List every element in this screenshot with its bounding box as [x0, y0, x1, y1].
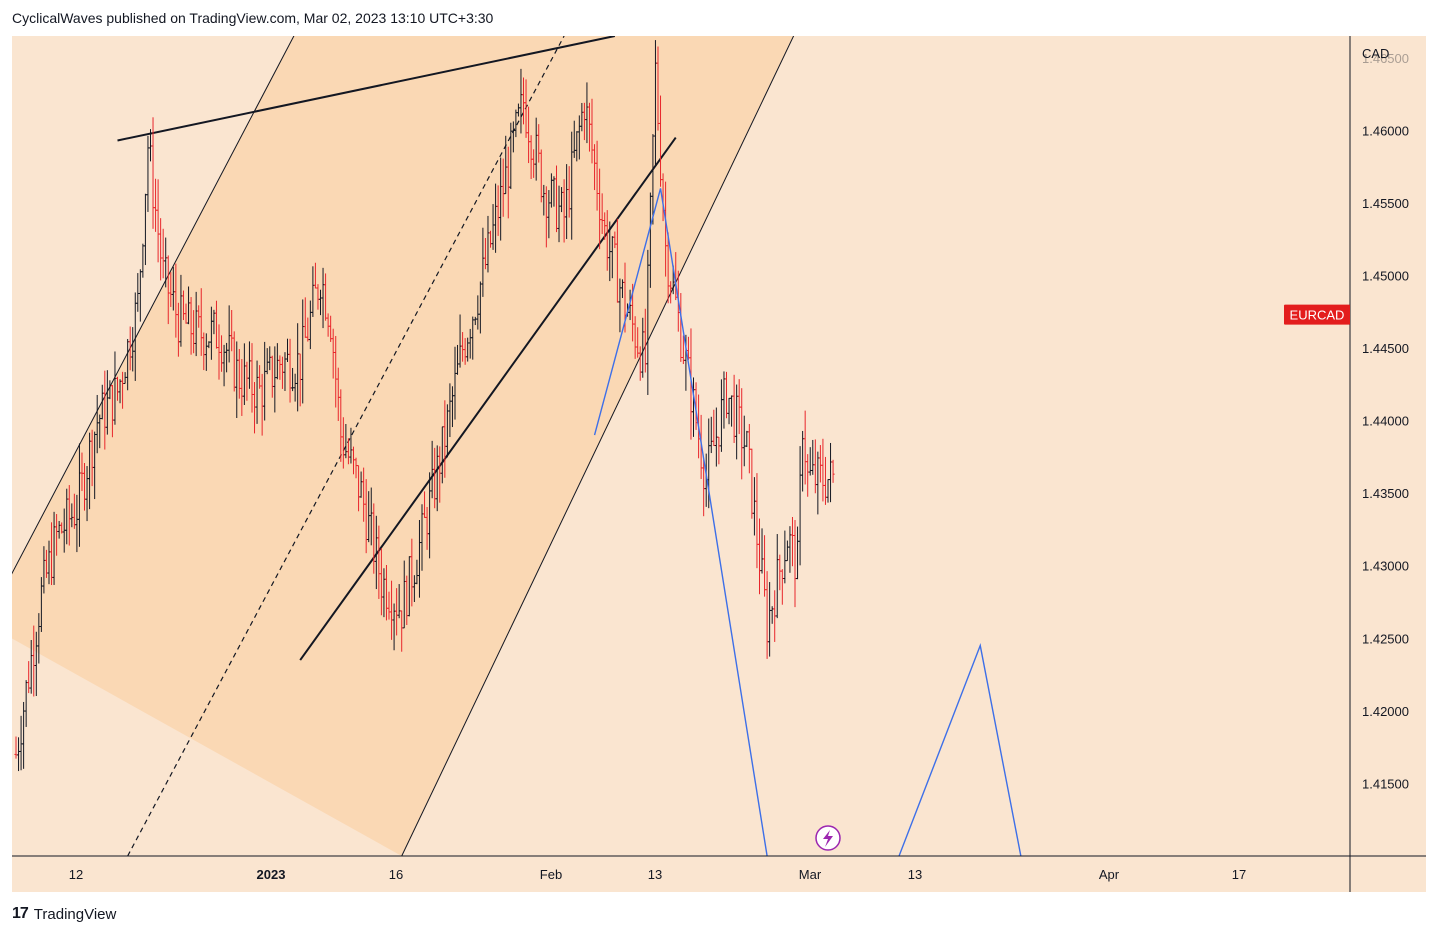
- price-tick-label: 1.45500: [1362, 196, 1409, 211]
- time-tick-label: Mar: [799, 867, 822, 882]
- lightning-icon[interactable]: [815, 825, 841, 851]
- chart-panel[interactable]: CAD 1.46500 1.41500 1.42000 1.42500 1.43000 1.…: [0, 0, 1426, 892]
- time-tick-label: 17: [1232, 867, 1246, 882]
- price-tick-label: 1.42000: [1362, 704, 1409, 719]
- dashed-midline: [127, 35, 565, 857]
- currency-label: CAD: [1362, 46, 1389, 61]
- time-tick-label: Apr: [1099, 867, 1120, 882]
- price-tick-label: 1.43000: [1362, 559, 1409, 574]
- time-tick-label: 16: [389, 867, 403, 882]
- time-tick-label: 13: [908, 867, 922, 882]
- channel-upper-line: [0, 0, 314, 598]
- price-tick-label: 1.42500: [1362, 631, 1409, 646]
- price-tick-label: 1.43500: [1362, 486, 1409, 501]
- symbol-badge[interactable]: [1284, 304, 1350, 325]
- tradingview-wordmark: TradingView: [33, 905, 117, 923]
- projection-wave-2: [898, 643, 1022, 857]
- publish-header: CyclicalWaves published on TradingView.c…: [12, 10, 494, 26]
- footer-brand[interactable]: 17 TradingView: [12, 905, 116, 923]
- channel-fill: [0, 0, 811, 856]
- price-tick-label: 1.41500: [1362, 776, 1409, 791]
- time-tick-label: 13: [648, 867, 662, 882]
- time-tick-label: 2023: [257, 867, 286, 882]
- price-tick-label: 1.45000: [1362, 268, 1409, 283]
- price-tick-label: 1.44500: [1362, 341, 1409, 356]
- channel-lower-line: [401, 0, 812, 857]
- price-tick-partial: 1.46500: [1362, 51, 1409, 66]
- projection-wave-1: [593, 188, 768, 857]
- price-tick-label: 1.46000: [1362, 123, 1409, 138]
- time-tick-label: 12: [69, 867, 83, 882]
- price-tick-label: 1.44000: [1362, 414, 1409, 429]
- price-scale-bg: [1350, 36, 1426, 892]
- symbol-badge-label: EURCAD: [1290, 308, 1345, 323]
- rising-trendline: [299, 137, 677, 661]
- time-tick-label: Feb: [540, 867, 562, 882]
- tradingview-logo-icon: 17: [12, 905, 29, 922]
- upper-trendline: [117, 35, 616, 142]
